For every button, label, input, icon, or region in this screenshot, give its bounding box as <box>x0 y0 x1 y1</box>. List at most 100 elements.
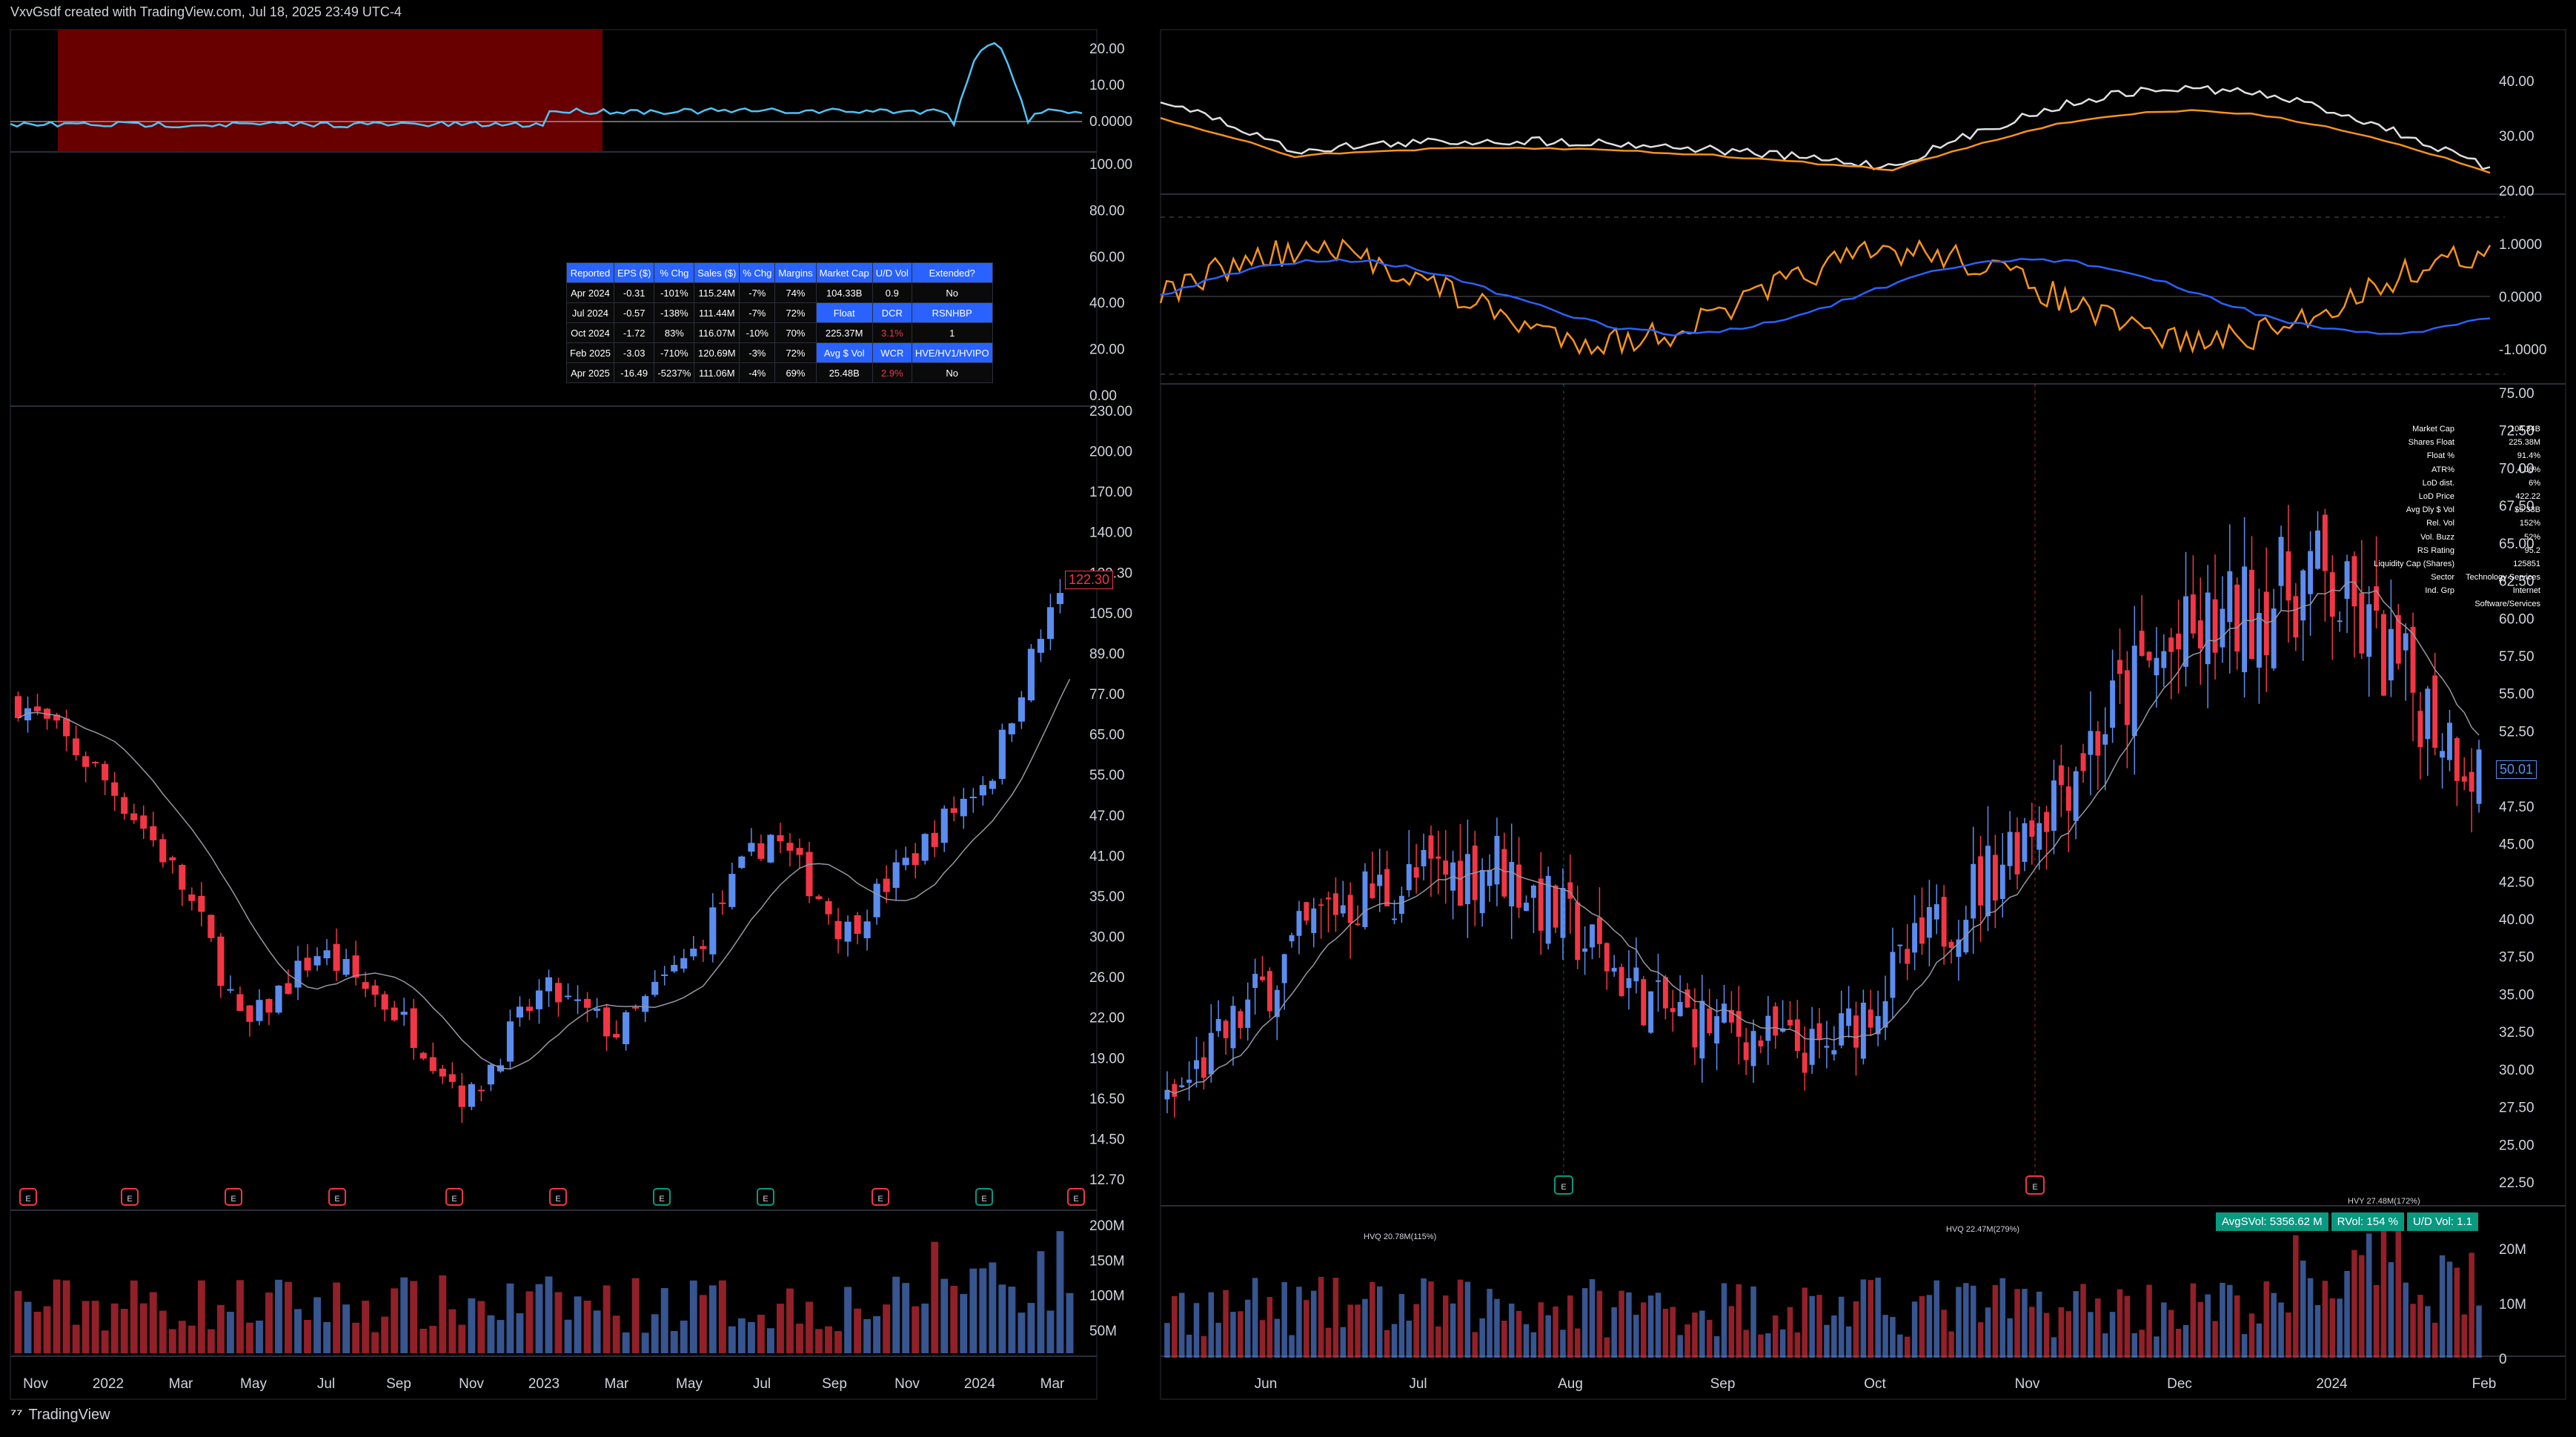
table-header-cell: Reported <box>566 262 614 283</box>
right-volume-bar <box>2182 1324 2189 1358</box>
right-volume-bar <box>1215 1322 1221 1358</box>
fundamentals-table: Reported EPS ($)% Chg Sales ($)% Chg Margin… <box>566 262 993 383</box>
right-candle <box>2022 823 2028 862</box>
left-volume-bar <box>602 1285 611 1353</box>
left-x-label: Mar <box>605 1376 629 1392</box>
left-volume-bar <box>497 1320 505 1353</box>
stats-value: 422.22 <box>2515 491 2540 501</box>
left-candle <box>545 977 553 992</box>
right-volume-bar <box>1304 1300 1309 1358</box>
stats-value: 95.2 <box>2524 545 2540 555</box>
right-volume-bar <box>1398 1294 1405 1358</box>
table-cell: Jul 2024 <box>566 302 614 323</box>
left-table-axis-tick: 60.00 <box>1089 250 1125 265</box>
right-volume-bar <box>1238 1311 1244 1358</box>
left-x-label: May <box>676 1376 703 1392</box>
right-volume-bar <box>2446 1261 2453 1358</box>
right-volume-bar <box>1201 1335 1207 1358</box>
left-volume-bar <box>294 1309 302 1353</box>
right-candle <box>1816 1023 1822 1041</box>
left-volume-bar <box>680 1320 688 1353</box>
right-candle <box>2073 771 2079 821</box>
right-candle <box>1421 849 1427 866</box>
right-price-tick: 32.50 <box>2499 1025 2534 1041</box>
earnings-label: E <box>555 1195 560 1204</box>
left-earnings-marker: E <box>445 1188 463 1206</box>
right-candle <box>2110 680 2116 728</box>
left-candle <box>352 955 359 978</box>
left-volume-bar <box>24 1301 32 1353</box>
right-candle <box>1406 863 1412 891</box>
right-price-tick: 75.00 <box>2499 386 2534 402</box>
right-volume-bar <box>1713 1336 1720 1358</box>
right-candle <box>1736 1011 1742 1037</box>
right-volume-bar <box>1296 1287 1302 1358</box>
right-volume-bar <box>1450 1303 1456 1358</box>
right-candle <box>1501 849 1507 897</box>
earnings-label: E <box>1561 1183 1566 1192</box>
left-volume-bar <box>130 1280 138 1353</box>
right-candle <box>1684 989 1690 1008</box>
stats-label: Vol. Buzz <box>2420 532 2454 542</box>
right-volume-bar <box>1362 1298 1368 1358</box>
right-candle <box>2176 633 2182 650</box>
ud-vol-badge: U/D Vol: 1.1 <box>2406 1212 2478 1231</box>
left-candle <box>313 956 321 966</box>
right-volume-bar <box>1472 1332 1478 1358</box>
left-candle <box>661 974 668 976</box>
left-volume-bar <box>14 1290 22 1353</box>
right-volume-bar <box>2051 1337 2057 1358</box>
right-indicator-tick: 20.00 <box>2499 184 2534 199</box>
earnings-label: E <box>334 1195 339 1204</box>
right-candle <box>2029 820 2035 837</box>
left-candle <box>130 813 138 820</box>
left-candle <box>53 714 61 721</box>
right-candle <box>1464 854 1470 905</box>
oscillator-slow-line <box>1160 258 2491 337</box>
right-candle <box>1699 1000 1705 1059</box>
left-price-tick: 89.00 <box>1089 646 1125 662</box>
right-volume-bar <box>1347 1304 1353 1358</box>
stats-value: 104.34B <box>2510 425 2540 434</box>
left-volume-bar <box>757 1315 765 1353</box>
left-price-tick: 14.50 <box>1089 1132 1125 1147</box>
stats-value: Technology Services <box>2466 573 2540 583</box>
left-candle <box>651 981 659 995</box>
right-volume-bar <box>1435 1326 1441 1358</box>
right-volume-bar <box>1186 1334 1192 1358</box>
right-volume-bar <box>1794 1332 1801 1358</box>
left-volume-bar <box>381 1316 389 1353</box>
table-cell: -5237% <box>654 362 695 383</box>
right-volume-bar <box>1728 1306 1735 1358</box>
left-candle <box>834 920 842 940</box>
left-volume-bar <box>737 1318 746 1353</box>
left-x-label: Sep <box>386 1376 411 1392</box>
left-candle <box>979 785 986 796</box>
left-price-tick: 22.00 <box>1089 1011 1125 1026</box>
right-volume-bar <box>1999 1278 2006 1358</box>
earnings-label: E <box>659 1195 664 1204</box>
right-candle <box>1714 1016 1720 1044</box>
right-price-tick: 42.50 <box>2499 875 2534 890</box>
right-volume-bar <box>1355 1304 1361 1358</box>
right-candle <box>1948 941 1954 948</box>
right-volume-bar <box>1633 1315 1639 1358</box>
left-candle <box>564 995 572 998</box>
stats-row: Shares Float 225.38M <box>2351 436 2540 449</box>
right-volume-bar <box>2329 1298 2336 1358</box>
table-header-cell: Sales ($) <box>694 262 740 283</box>
stats-panel: Market Cap 104.34B Shares Float 225.38M Floa… <box>2351 422 2540 608</box>
right-candle <box>1392 918 1397 920</box>
rvol-badge: RVol: 154 % <box>2331 1212 2404 1231</box>
left-candle <box>902 857 909 866</box>
left-candle <box>719 902 726 904</box>
right-volume-bar <box>1626 1292 1632 1358</box>
table-cell: WCR <box>872 342 912 363</box>
left-volume-tick: 200M <box>1089 1218 1125 1234</box>
table-header-cell: % Chg <box>739 262 776 283</box>
right-volume-tick: 0 <box>2499 1352 2507 1367</box>
earnings-label: E <box>763 1195 768 1204</box>
right-candle <box>2234 584 2240 652</box>
right-candle <box>1186 1079 1192 1083</box>
